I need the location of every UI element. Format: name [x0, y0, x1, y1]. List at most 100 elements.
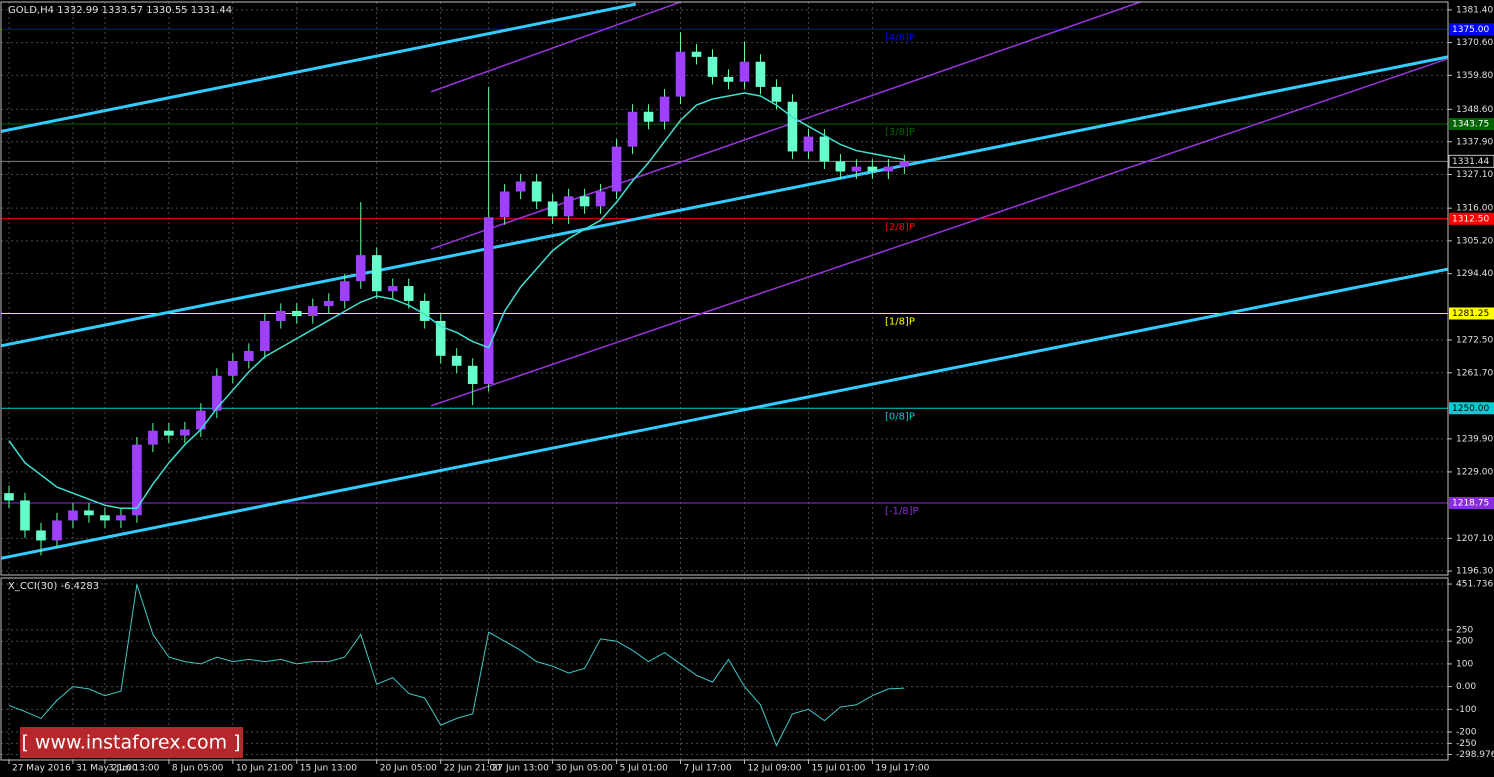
- candle-body: [835, 161, 846, 172]
- y-tick-label: 1381.40: [1456, 5, 1493, 15]
- candle-body: [355, 255, 366, 282]
- candle-body: [691, 51, 702, 57]
- x-tick-label: 27 Jun 13:00: [492, 764, 549, 774]
- candle-body: [291, 310, 302, 317]
- y-tick-label: 200: [1456, 637, 1473, 647]
- candle-body: [787, 101, 798, 152]
- y-tick-label: 1370.60: [1456, 38, 1493, 48]
- candle-body: [307, 306, 318, 317]
- candle-body: [563, 196, 574, 217]
- trend-line: [0, 55, 1449, 348]
- main-title: GOLD,H4 1332.99 1333.57 1330.55 1331.44: [8, 5, 232, 16]
- x-tick-label: 22 Jun 21:00: [444, 764, 501, 774]
- murray-name: [2/8]P: [885, 222, 915, 233]
- candle-body: [323, 300, 334, 307]
- y-tick-label: -298.9762: [1456, 750, 1494, 760]
- y-tick-label: 1337.90: [1456, 137, 1493, 147]
- candle-body: [547, 201, 558, 217]
- candle-body: [132, 444, 142, 516]
- x-tick-label: 27 May 2016: [12, 764, 71, 774]
- candle-body: [339, 281, 350, 301]
- candle-body: [100, 515, 110, 521]
- candle-body: [611, 146, 622, 192]
- candle-body: [499, 191, 510, 218]
- candle-body: [212, 375, 222, 411]
- murray-name: [1/8]P: [885, 317, 915, 328]
- candle-body: [84, 510, 94, 516]
- candle-body: [515, 181, 526, 192]
- watermark: [ www.instaforex.com ]: [21, 732, 240, 754]
- y-tick-label: -250: [1456, 739, 1477, 749]
- candle-body: [244, 350, 254, 361]
- y-tick-label: 1229.00: [1456, 467, 1493, 477]
- candle-body: [371, 255, 382, 292]
- murray-price-box: [1449, 212, 1494, 225]
- candle-body: [739, 61, 750, 82]
- candle-body: [771, 86, 782, 102]
- x-tick-label: 8 Jun 05:00: [172, 764, 224, 774]
- x-tick-label: 15 Jul 01:00: [811, 764, 865, 774]
- x-tick-label: 15 Jun 13:00: [300, 764, 357, 774]
- candle-body: [883, 166, 894, 172]
- candle-body: [467, 365, 478, 384]
- y-tick-label: 1261.70: [1456, 368, 1493, 378]
- candle-body: [260, 320, 270, 351]
- candle-body: [803, 136, 814, 152]
- trend-line: [0, 2, 637, 133]
- candle-body: [4, 493, 14, 501]
- y-tick-label: 451.7367: [1456, 580, 1494, 590]
- candle-body: [851, 166, 862, 172]
- murray-name: [0/8]P: [885, 411, 915, 422]
- candle-body: [276, 310, 286, 321]
- current-price-label: 1331.44: [1452, 157, 1489, 167]
- murray-price: 1375.00: [1452, 25, 1489, 35]
- y-tick-label: 1239.90: [1456, 434, 1493, 444]
- candle-body: [867, 166, 878, 172]
- candle-body: [36, 530, 46, 541]
- current-price-box: [1448, 154, 1494, 168]
- main-frame: [0, 1, 1449, 576]
- candle-body: [595, 191, 606, 207]
- cci-line: [8, 584, 905, 747]
- murray-name: [4/8]P: [885, 32, 915, 43]
- candle-body: [643, 111, 654, 122]
- candle-body: [483, 217, 494, 384]
- murray-price-box: [1449, 23, 1494, 36]
- watermark-box: [20, 727, 243, 758]
- candle-body: [228, 360, 238, 376]
- candle-body: [20, 500, 30, 531]
- y-tick-label: 1348.60: [1456, 105, 1493, 115]
- candle-body: [659, 96, 670, 122]
- candle-body: [755, 61, 766, 87]
- trend-line: [430, 1, 681, 93]
- cci-title: X_CCI(30) -6.4283: [8, 581, 99, 592]
- y-tick-label: 250: [1456, 625, 1473, 635]
- murray-price: 1250.00: [1452, 404, 1489, 414]
- trend-line: [430, 57, 1449, 407]
- candle-body: [723, 76, 734, 82]
- candle-body: [68, 510, 78, 521]
- y-tick-label: 1305.20: [1456, 236, 1493, 246]
- candle-body: [899, 161, 910, 167]
- x-tick-label: 20 Jun 05:00: [380, 764, 437, 774]
- murray-price: 1218.75: [1452, 498, 1489, 508]
- candle-body: [148, 430, 158, 445]
- murray-price: 1312.50: [1452, 214, 1489, 224]
- candle-body: [164, 430, 174, 436]
- y-tick-label: 1316.00: [1456, 204, 1493, 214]
- murray-price-box: [1449, 118, 1494, 131]
- trend-line: [0, 267, 1449, 560]
- murray-price-box: [1449, 307, 1494, 320]
- candle-body: [387, 286, 398, 292]
- murray-name: [3/8]P: [885, 127, 915, 138]
- x-tick-label: 12 Jul 09:00: [747, 764, 801, 774]
- candle-body: [180, 429, 190, 436]
- candle-body: [451, 355, 462, 366]
- x-tick-label: 30 Jun 05:00: [556, 764, 613, 774]
- candle-body: [435, 320, 446, 356]
- x-tick-label: 19 Jul 17:00: [875, 764, 929, 774]
- y-tick-label: -200: [1456, 728, 1477, 738]
- candle-body: [627, 111, 638, 147]
- candle-body: [531, 181, 542, 202]
